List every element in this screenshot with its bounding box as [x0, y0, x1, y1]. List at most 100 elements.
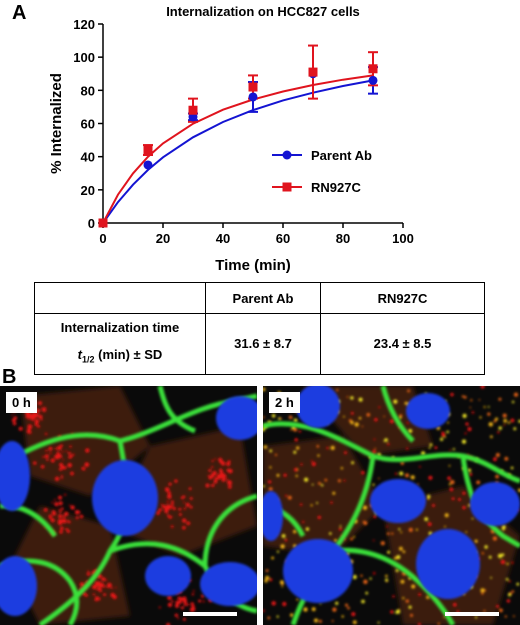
red-puncta	[174, 613, 179, 617]
red-puncta	[156, 511, 160, 515]
colocalized-puncta	[511, 561, 514, 564]
red-puncta	[182, 518, 187, 523]
colocalized-puncta	[372, 449, 376, 454]
scale-bar-2h	[445, 612, 499, 616]
colocalized-puncta	[373, 438, 376, 441]
colocalized-puncta	[432, 504, 435, 507]
colocalized-puncta	[395, 609, 401, 614]
red-puncta	[211, 459, 214, 463]
colocalized-puncta	[363, 521, 368, 525]
colocalized-puncta	[293, 529, 297, 534]
red-puncta	[83, 468, 86, 471]
y-tick-label: 20	[81, 183, 95, 198]
data-point-rn927c	[368, 64, 378, 74]
x-tick-label: 60	[276, 231, 290, 246]
colocalized-puncta	[350, 537, 353, 541]
colocalized-puncta	[343, 479, 346, 482]
colocalized-puncta	[263, 485, 265, 488]
colocalized-puncta	[467, 468, 472, 472]
red-puncta	[171, 502, 174, 506]
red-puncta	[11, 418, 16, 423]
colocalized-puncta	[300, 463, 303, 466]
y-axis-label: % Internalized	[48, 73, 65, 174]
colocalized-puncta	[316, 502, 319, 504]
colocalized-puncta	[358, 397, 363, 402]
colocalized-puncta	[321, 484, 324, 487]
red-puncta	[60, 475, 64, 478]
red-puncta	[54, 476, 60, 481]
colocalized-puncta	[444, 513, 449, 518]
colocalized-puncta	[492, 536, 497, 541]
colocalized-puncta	[390, 610, 394, 614]
red-puncta	[69, 504, 71, 507]
colocalized-puncta	[361, 599, 365, 604]
red-puncta	[59, 530, 63, 534]
red-puncta	[54, 447, 58, 450]
red-puncta	[40, 418, 43, 421]
colocalized-puncta	[447, 421, 449, 424]
colocalized-puncta	[347, 606, 350, 610]
colocalized-puncta	[406, 447, 409, 450]
colocalized-puncta	[408, 429, 413, 433]
colocalized-puncta	[271, 556, 274, 560]
red-puncta	[98, 598, 101, 601]
red-puncta	[193, 605, 195, 608]
colocalized-puncta	[311, 607, 316, 612]
table-header-parent-ab: Parent Ab	[205, 282, 321, 314]
red-puncta	[62, 458, 64, 461]
colocalized-puncta	[399, 416, 402, 420]
red-puncta	[198, 599, 202, 603]
colocalized-puncta	[372, 539, 375, 542]
red-puncta	[182, 617, 186, 621]
colocalized-puncta	[324, 478, 328, 482]
colocalized-puncta	[279, 580, 285, 585]
colocalized-puncta	[269, 449, 273, 453]
colocalized-puncta	[504, 456, 509, 461]
red-puncta	[94, 581, 98, 584]
colocalized-puncta	[276, 550, 280, 553]
colocalized-puncta	[340, 467, 344, 470]
colocalized-puncta	[481, 592, 484, 595]
data-point-rn927c	[248, 82, 258, 92]
colocalized-puncta	[395, 472, 398, 475]
red-puncta	[190, 602, 194, 606]
red-puncta	[187, 503, 190, 506]
colocalized-puncta	[332, 607, 337, 612]
colocalized-puncta	[488, 555, 492, 559]
colocalized-puncta	[310, 504, 313, 507]
red-puncta	[98, 587, 102, 591]
colocalized-puncta	[395, 569, 399, 572]
red-puncta	[37, 425, 40, 428]
red-puncta	[54, 502, 59, 507]
red-puncta	[211, 466, 214, 469]
colocalized-puncta	[402, 597, 405, 600]
red-puncta	[167, 602, 173, 607]
colocalized-puncta	[311, 461, 316, 467]
red-puncta	[221, 478, 226, 482]
colocalized-puncta	[336, 388, 339, 392]
colocalized-puncta	[510, 418, 515, 423]
colocalized-puncta	[352, 574, 357, 580]
red-puncta	[227, 485, 232, 489]
red-puncta	[189, 497, 193, 500]
red-puncta	[192, 590, 195, 592]
colocalized-puncta	[483, 406, 486, 408]
colocalized-puncta	[276, 473, 280, 477]
colocalized-puncta	[513, 615, 515, 618]
red-puncta	[37, 414, 40, 416]
colocalized-puncta	[263, 609, 265, 612]
colocalized-puncta	[516, 582, 520, 586]
colocalized-puncta	[290, 428, 293, 431]
colocalized-puncta	[428, 475, 433, 480]
internalization-table: Parent Ab RN927C Internalization time t1…	[34, 282, 485, 375]
red-puncta	[183, 501, 185, 504]
red-puncta	[51, 501, 53, 504]
colocalized-puncta	[263, 416, 265, 419]
colocalized-puncta	[343, 415, 345, 418]
x-tick-label: 20	[156, 231, 170, 246]
red-puncta	[26, 429, 31, 434]
colocalized-puncta	[418, 593, 422, 596]
colocalized-puncta	[448, 483, 451, 486]
legend-marker-parent-ab	[282, 150, 292, 160]
colocalized-puncta	[353, 535, 356, 538]
